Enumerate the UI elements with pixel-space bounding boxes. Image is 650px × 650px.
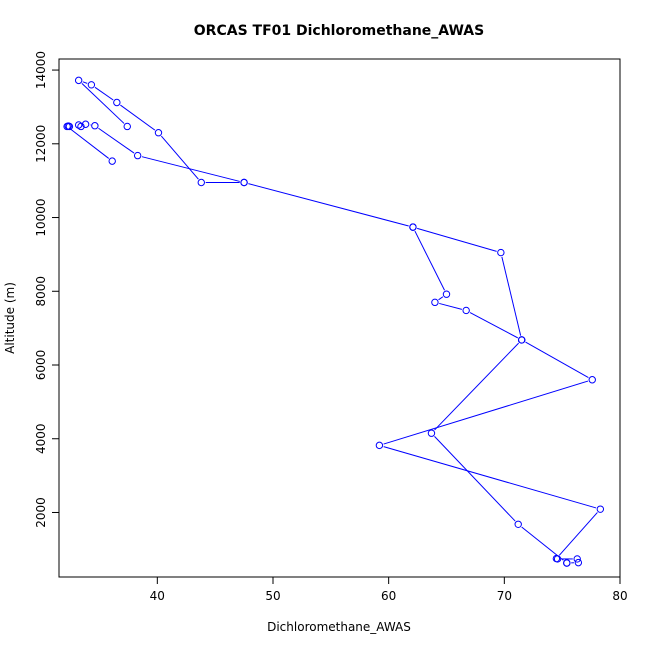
series-segment (94, 86, 114, 101)
data-point (514, 520, 522, 528)
x-axis: 40 50 60 70 80 (150, 577, 628, 603)
data-point (517, 336, 526, 344)
series-segment (558, 512, 598, 556)
x-tick-label: 70 (497, 589, 512, 603)
data-point (375, 441, 384, 450)
series-segment (98, 127, 135, 154)
data-point (113, 98, 121, 107)
series-segment (160, 135, 199, 180)
data-point (77, 122, 85, 131)
series-layer (63, 76, 605, 567)
series-segment (383, 446, 597, 509)
data-point (65, 122, 74, 131)
data-point (596, 505, 605, 513)
data-point (108, 157, 116, 165)
series-segment (383, 380, 589, 445)
series-segment (120, 104, 156, 131)
series-segment (81, 83, 125, 124)
series-segment (434, 436, 516, 522)
series-segment (70, 128, 110, 159)
data-point (563, 559, 571, 567)
series-segment (439, 302, 463, 310)
data-point (197, 178, 205, 187)
data-point (497, 248, 505, 257)
series-segment (434, 342, 519, 431)
data-point (442, 290, 451, 298)
series-segment (469, 312, 519, 339)
series-segment (525, 341, 589, 379)
x-tick-label: 40 (150, 589, 165, 603)
data-point (74, 76, 83, 85)
y-tick-label: 10000 (34, 198, 48, 236)
y-tick-label: 4000 (34, 423, 48, 454)
data-point (133, 151, 142, 160)
plot-frame (58, 58, 621, 578)
series-segment (414, 230, 445, 291)
data-point (154, 129, 163, 137)
data-point (91, 122, 99, 130)
y-tick-label: 6000 (34, 350, 48, 381)
data-point (588, 376, 596, 384)
series-segment (417, 227, 497, 252)
series-segment (82, 81, 88, 84)
data-point (573, 555, 581, 563)
x-tick-label: 60 (381, 589, 396, 603)
data-point (552, 554, 561, 563)
series-segment (248, 183, 409, 227)
data-point (87, 81, 96, 89)
series-segment (141, 156, 240, 182)
series-segment (501, 256, 522, 336)
data-point (81, 120, 90, 128)
y-axis: 2000 4000 6000 8000 10000 12000 14000 (34, 51, 59, 528)
y-tick-label: 14000 (34, 51, 48, 89)
data-point (240, 178, 248, 187)
data-point (63, 122, 71, 131)
x-tick-label: 50 (265, 589, 280, 603)
data-point (431, 298, 439, 307)
x-axis-label: Dichloromethane_AWAS (267, 620, 411, 634)
data-point (462, 306, 470, 315)
data-point (123, 122, 131, 131)
data-point (409, 223, 417, 231)
chart-title: ORCAS TF01 Dichloromethane_AWAS (194, 23, 484, 39)
y-tick-label: 12000 (34, 125, 48, 163)
data-point (574, 558, 583, 567)
y-tick-label: 8000 (34, 276, 48, 307)
series-segment (521, 526, 564, 561)
y-axis-label: Altitude (m) (3, 282, 17, 354)
x-tick-label: 80 (612, 589, 627, 603)
data-point (427, 429, 436, 437)
series-segment (438, 296, 444, 301)
y-tick-label: 2000 (34, 497, 48, 528)
